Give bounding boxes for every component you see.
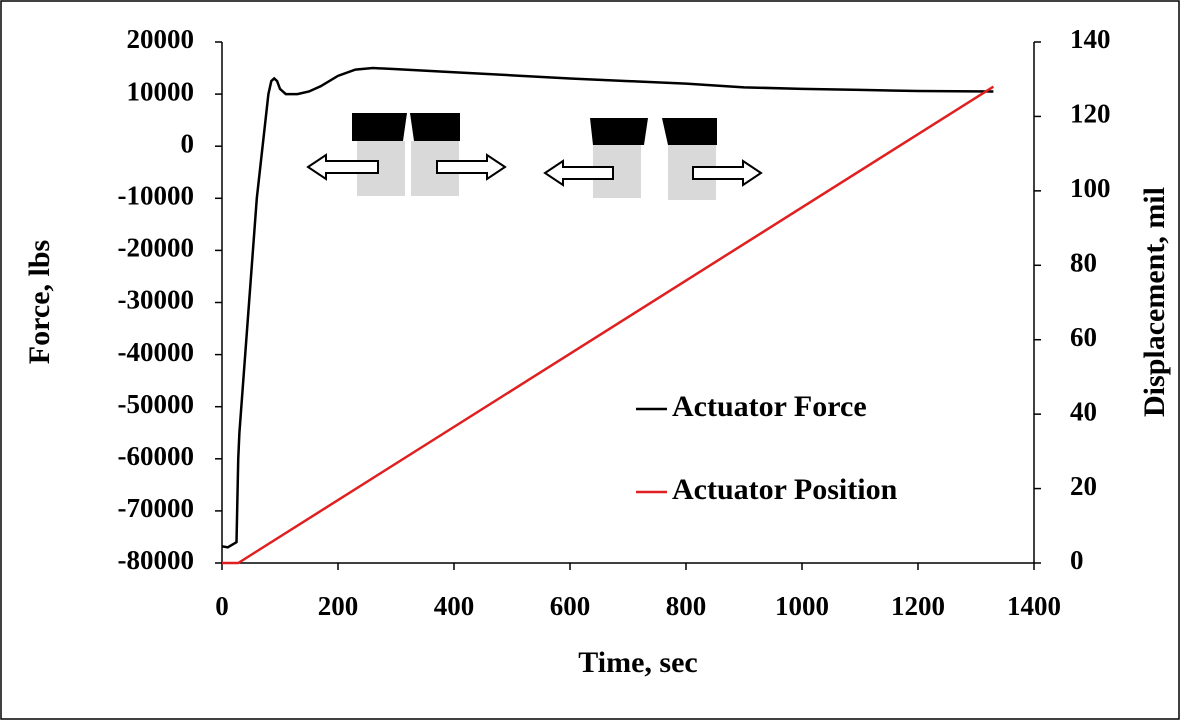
y2-tick-label: 100	[1070, 173, 1111, 203]
y2-tick-label: 40	[1070, 396, 1097, 426]
y2-tick-label: 20	[1070, 471, 1097, 501]
series-line	[222, 85, 995, 565]
diagram	[306, 113, 763, 200]
x-axis-title: Time, sec	[578, 646, 697, 679]
y2-axis-title: Displacement, mil	[1138, 187, 1171, 417]
series-line	[221, 66, 994, 549]
y-tick-label: 20000	[127, 24, 195, 54]
y-tick-label: 10000	[127, 76, 195, 106]
y2-tick-label: 140	[1070, 24, 1111, 54]
x-tick-label: 0	[215, 591, 229, 621]
x-tick-label: 800	[666, 591, 707, 621]
y-tick-label: -50000	[118, 389, 195, 419]
x-tick-label: 1400	[1007, 591, 1061, 621]
x-tick-label: 200	[318, 591, 359, 621]
y-tick-label: -30000	[118, 285, 195, 315]
x-tick-label: 400	[434, 591, 475, 621]
y-tick-label: -70000	[118, 493, 195, 523]
y-tick-label: -20000	[118, 233, 195, 263]
legend-label: Actuator Position	[672, 473, 898, 506]
y-tick-label: 0	[181, 128, 195, 158]
y-tick-label: -40000	[118, 337, 195, 367]
y-axis-title: Force, lbs	[23, 240, 56, 364]
y2-tick-label: 0	[1070, 545, 1084, 575]
x-tick-label: 1200	[891, 591, 945, 621]
legend-label: Actuator Force	[672, 390, 867, 423]
y-tick-label: -60000	[118, 441, 195, 471]
y2-tick-label: 120	[1070, 99, 1111, 129]
x-tick-label: 600	[550, 591, 591, 621]
y-tick-label: -80000	[118, 545, 195, 575]
y-tick-label: -10000	[118, 181, 195, 211]
x-tick-label: 1000	[775, 591, 829, 621]
y2-tick-label: 80	[1070, 247, 1097, 277]
y2-tick-label: 60	[1070, 322, 1097, 352]
